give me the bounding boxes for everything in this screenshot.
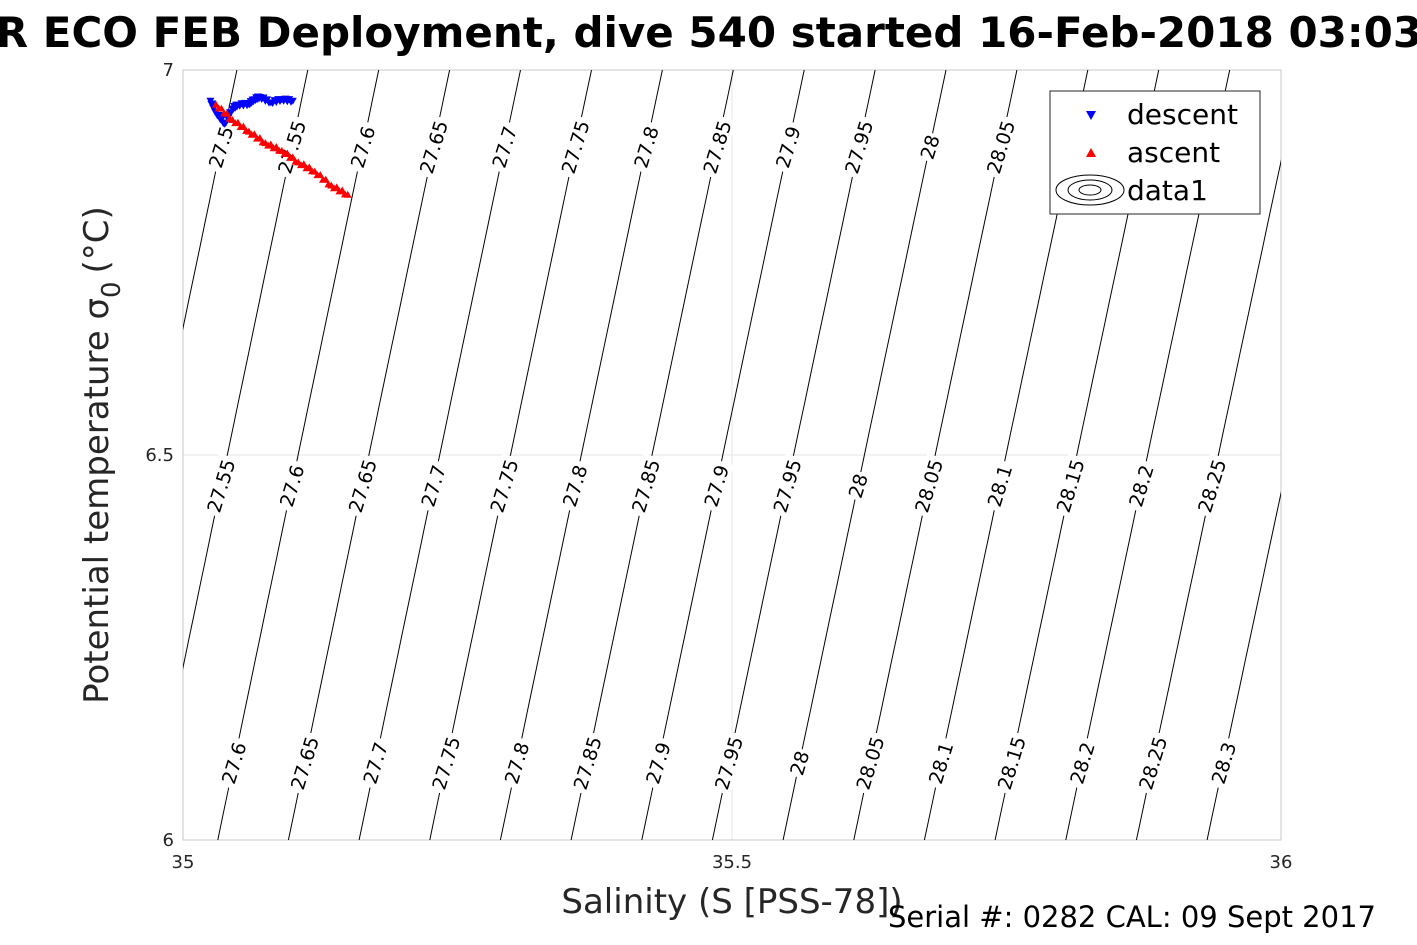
legend-descent-marker: [1086, 111, 1096, 120]
y-tick-label: 7: [163, 60, 174, 81]
legend: descent ascent data1: [1049, 90, 1261, 215]
y-tick-label: 6.5: [145, 445, 174, 466]
x-tick-label: 35: [172, 852, 195, 873]
ascent-marker: [283, 149, 292, 157]
descent-marker: [214, 112, 223, 119]
plot-frame: [182, 69, 1282, 841]
isopycnal-line: [217, 70, 380, 840]
x-tick-label: 36: [1270, 852, 1293, 873]
contour-label: 27.7: [357, 735, 394, 791]
ascent-marker: [250, 130, 259, 138]
isopycnal-line: [287, 70, 451, 840]
y-tick-label: 6: [163, 830, 174, 851]
descent-marker: [286, 98, 295, 106]
isopycnal-line: [1206, 490, 1281, 840]
y-axis-label-unit: (°C): [77, 206, 117, 273]
ascent-marker: [239, 122, 248, 130]
ascent-marker: [225, 114, 234, 122]
y-axis-label-group: Potential temperature σ0 (°C): [77, 206, 127, 704]
isopycnal-line: [641, 70, 805, 840]
isopycnal-line: [183, 70, 238, 331]
legend-box: [1049, 90, 1261, 215]
descent-marker: [217, 115, 226, 123]
isopycnal-line: [429, 70, 592, 840]
ascent-marker: [217, 104, 226, 112]
y-axis-label: Potential temperature σ: [77, 298, 117, 704]
isopycnal-line: [782, 70, 947, 840]
isopycnal-line: [183, 70, 309, 671]
legend-ascent-marker: [1086, 148, 1096, 157]
isopycnal-line: [570, 70, 734, 840]
contour-label: 27.7: [486, 119, 523, 175]
ascent-marker: [316, 171, 325, 179]
x-axis-label: Salinity (S [PSS-78]): [561, 882, 902, 922]
ascent-marker: [308, 167, 317, 175]
x-tick-label: 35.5: [712, 852, 752, 873]
ascent-marker: [255, 134, 264, 142]
isopycnal-line: [853, 70, 1018, 840]
legend-contour-icon: [1055, 174, 1125, 206]
descent-marker: [208, 100, 217, 108]
ascent-marker: [258, 138, 267, 146]
ascent-marker: [291, 157, 300, 165]
svg-text:Potential temperature σ0(°C): Potential temperature σ0 (°C): [77, 206, 127, 704]
chart-title: LTER ECO FEB Deployment, dive 540 starte…: [0, 8, 1417, 57]
ascent-marker: [233, 118, 242, 126]
axis-ticks: 35 35.5 36 6 6.5 7: [145, 60, 1292, 873]
ascent-marker: [321, 175, 330, 183]
ascent-marker: [340, 190, 349, 198]
isopycnal-line: [358, 70, 521, 840]
contour-labels: 27.5 27.55 27.6 27.65 27.7 27.75 27.8 27.85 27.9…: [201, 114, 1242, 796]
ascent-marker: [222, 109, 231, 117]
isopycnal-line: [499, 70, 663, 840]
footer-serial-cal: Serial #: 0282 CAL: 09 Sept 2017: [888, 900, 1376, 934]
ascent-marker: [242, 126, 251, 134]
legend-ascent-label: ascent: [1127, 136, 1220, 169]
isopycnal-line: [711, 70, 876, 840]
isopycnal-line: [1135, 159, 1281, 840]
ascent-marker: [275, 146, 284, 154]
data-series: [206, 93, 352, 198]
ascent-marker: [324, 180, 333, 188]
legend-descent-label: descent: [1127, 98, 1238, 131]
grid: [182, 69, 1282, 841]
ascent-marker: [288, 153, 297, 161]
legend-data1-label: data1: [1127, 174, 1208, 207]
y-axis-label-subscript: 0: [97, 281, 127, 298]
